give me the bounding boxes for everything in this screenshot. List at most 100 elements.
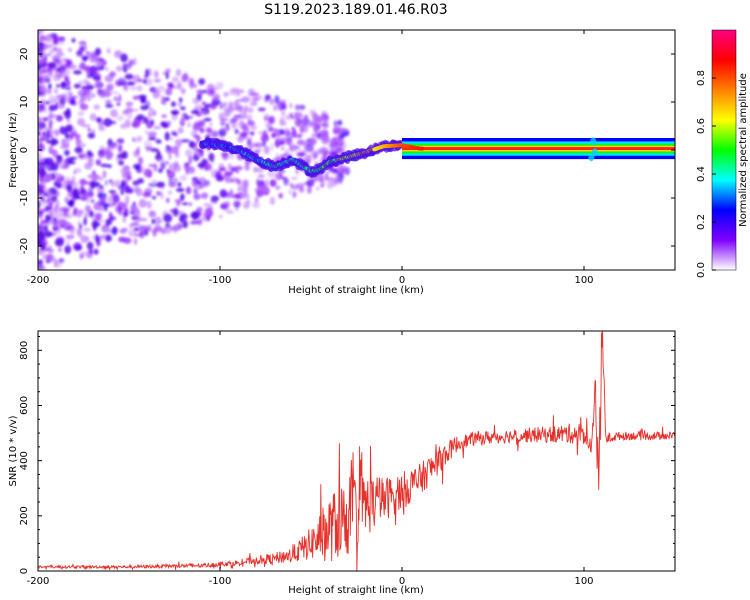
spectrogram-speckle — [260, 179, 265, 186]
spectrogram-speckle — [115, 155, 123, 163]
spectrogram-speckle — [78, 143, 87, 147]
spectrogram-speckle — [133, 57, 137, 66]
spectrogram-speckle — [50, 161, 55, 165]
spectrogram-speckle — [192, 179, 198, 187]
spectrogram-speckle — [146, 224, 153, 232]
spectrogram-speckle — [219, 167, 227, 172]
spectrogram-speckle — [249, 124, 257, 131]
spectrogram-speckle — [325, 177, 334, 181]
spectrogram-speckle — [193, 187, 199, 194]
spectrogram-speckle — [189, 115, 194, 119]
spectrogram-speckle — [111, 226, 118, 236]
spectrogram-speckle — [60, 64, 68, 71]
spectrogram-speckle — [89, 180, 96, 190]
snr-y-ticks: 0 200 400 600 800 — [19, 336, 675, 574]
spectrogram-speckle — [191, 130, 198, 138]
x-tick-label: 100 — [574, 576, 593, 587]
spectrogram-speckle — [199, 148, 204, 158]
spectrogram-speckle — [234, 128, 239, 135]
spectrogram-speckle — [65, 176, 71, 185]
spectrogram-speckle — [124, 201, 128, 210]
y-tick-label: 400 — [19, 451, 30, 470]
spectrogram-speckle — [243, 193, 251, 200]
spectrogram-speckle — [307, 185, 312, 194]
spectrogram-speckle — [64, 74, 70, 83]
spectrogram-speckle — [79, 251, 87, 258]
spectrogram-speckle — [337, 173, 344, 183]
spectrogram-speckle — [170, 147, 179, 154]
spectrogram-speckle — [83, 78, 88, 85]
spectrogram-speckle — [265, 94, 271, 100]
spectrogram-speckle — [148, 137, 157, 141]
spectrogram-speckle — [224, 125, 231, 132]
spectrogram-speckle — [143, 140, 152, 149]
spectrogram-speckle — [148, 68, 153, 77]
spectrogram-speckle — [63, 159, 67, 166]
spectrogram-speckle — [77, 110, 85, 117]
spectrogram-speckle — [269, 196, 276, 206]
spectrogram-speckle — [156, 218, 165, 223]
spectrogram-speckle — [116, 115, 125, 121]
spectrogram-speckle — [39, 48, 43, 55]
spectrogram-speckle — [148, 112, 152, 121]
spectrogram-speckle — [233, 200, 241, 208]
spectrogram-speckle — [192, 213, 198, 220]
spectrogram-speckle — [180, 112, 187, 122]
spectrogram-speckle — [181, 87, 185, 96]
spectrogram-speckle — [224, 202, 231, 207]
spectrogram-speckle — [38, 106, 42, 112]
spectrogram-speckle — [89, 113, 97, 121]
spectrogram-speckle — [82, 153, 88, 160]
spectrogram-speckle — [257, 107, 266, 112]
spectrogram-speckle — [94, 47, 102, 56]
spectrogram-speckle — [222, 173, 231, 180]
spectrogram-speckle — [126, 112, 133, 120]
spectrogram-speckle — [53, 88, 59, 94]
spectrogram-speckle — [45, 254, 54, 264]
spectrogram-speckle — [277, 100, 281, 107]
spectrogram-speckle — [168, 137, 174, 141]
spectrogram-speckle — [95, 159, 102, 166]
spectrogram-speckle — [57, 161, 63, 167]
spectrogram-speckle — [83, 227, 91, 232]
spectrogram-speckle — [49, 202, 53, 210]
snr-line — [38, 331, 675, 571]
spectrogram-speckle — [46, 139, 51, 144]
spectrogram-speckle — [317, 125, 321, 130]
spectrogram-speckle — [203, 203, 210, 207]
figure-title: S119.2023.189.01.46.R03 — [264, 2, 447, 18]
spectrogram-speckle — [58, 206, 64, 213]
spectrogram-speckle — [120, 188, 124, 196]
spectrogram-speckle — [223, 101, 228, 106]
snr-ylabel: SNR (10 * v/v) — [8, 415, 19, 486]
spectrogram-speckle — [198, 177, 206, 182]
spectrogram-speckle — [340, 128, 350, 132]
spectrogram-speckle — [56, 84, 60, 88]
spectrogram-speckle — [138, 198, 147, 208]
carrier-transition — [419, 146, 425, 151]
spectrogram-speckle — [313, 124, 319, 133]
spectrogram-speckle — [86, 93, 91, 102]
spectrogram-speckle — [54, 129, 60, 137]
spectrogram-speckle — [152, 179, 158, 183]
spectrogram-speckle — [77, 229, 83, 238]
spectrogram-speckle — [172, 207, 179, 217]
spectrogram-speckle — [57, 173, 63, 178]
spectrogram-speckle — [318, 176, 325, 183]
spectrogram-speckle — [148, 210, 157, 218]
spectrogram-speckle — [153, 224, 161, 233]
snr-x-ticks: -200 -100 0 100 — [27, 331, 594, 587]
spectrogram-speckle — [148, 163, 156, 168]
spectrogram-speckle — [175, 187, 185, 193]
spectrogram-speckle — [99, 90, 106, 98]
spectrogram-speckle — [91, 129, 95, 134]
spectrogram-speckle — [242, 203, 250, 210]
spectrogram-speckle — [164, 131, 170, 141]
spectrogram-speckle — [271, 132, 277, 138]
spectrogram-speckle — [182, 220, 188, 229]
spectrogram-speckle — [338, 165, 347, 173]
spectrogram-speckle — [161, 114, 167, 118]
y-tick-label: -20 — [19, 238, 30, 254]
spectrogram-speckle — [238, 185, 247, 190]
spectrogram-speckle — [243, 111, 247, 120]
